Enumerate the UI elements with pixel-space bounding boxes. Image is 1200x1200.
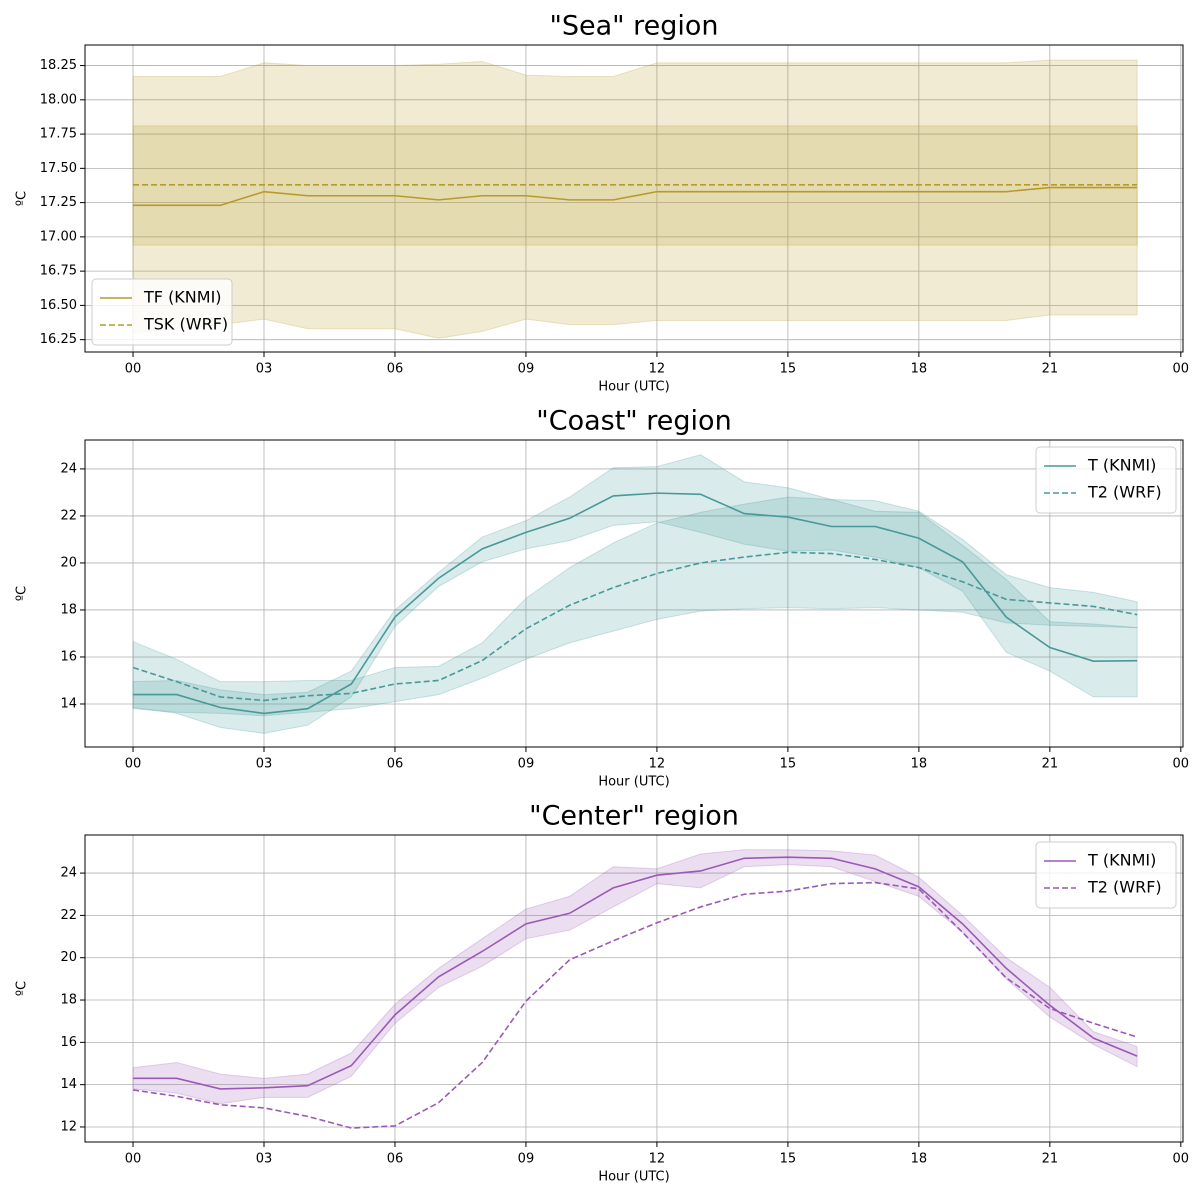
x-tick-label: 18 (911, 757, 928, 772)
y-tick-label: 16.50 (40, 298, 77, 313)
line (133, 856, 1138, 1090)
y-axis-label: ºC (15, 191, 30, 206)
subplot: "Sea" region 00 03 06 09 12 15 18 21 00 16.25 16.50… (15, 11, 1190, 395)
band (132, 454, 1138, 734)
chart-title: "Sea" region (549, 11, 718, 42)
subplot: "Center" region 00 03 06 09 12 15 18 21 00 12 14 16 1… (15, 801, 1190, 1185)
line (132, 881, 1138, 1129)
y-tick-label: 20 (60, 555, 77, 570)
chart-title: "Coast" region (536, 406, 731, 437)
band (132, 59, 1138, 339)
x-tick-label: 03 (256, 1152, 273, 1167)
x-tick-label: 12 (649, 757, 666, 772)
legend-label: TSK (WRF) (143, 315, 228, 334)
y-tick-label: 16.75 (40, 264, 77, 279)
x-tick-label: 00 (125, 757, 142, 772)
y-tick-label: 18 (60, 602, 77, 617)
x-axis-label: Hour (UTC) (598, 380, 669, 395)
legend-label: TF (KNMI) (143, 288, 222, 307)
legend-box (91, 278, 233, 346)
x-tick-label: 09 (518, 757, 535, 772)
y-tick-label: 18.25 (40, 58, 77, 73)
axes-frame (84, 439, 1184, 748)
x-tick-label: 21 (1042, 362, 1059, 377)
y-axis-label: ºC (15, 981, 30, 996)
y-tick-label: 14 (60, 1077, 77, 1092)
x-tick-label: 00 (1173, 757, 1190, 772)
x-tick-label: 15 (780, 362, 797, 377)
y-tick-label: 22 (60, 908, 77, 923)
x-tick-label: 12 (649, 1152, 666, 1167)
plot-area (132, 849, 1138, 1129)
x-tick-label: 09 (518, 1152, 535, 1167)
legend-label: T2 (WRF) (1087, 483, 1162, 502)
x-tick-label: 21 (1042, 757, 1059, 772)
legend: T (KNMI) T2 (WRF) (1035, 841, 1177, 909)
chart-title: "Center" region (529, 801, 739, 832)
x-tick-label: 06 (387, 1152, 404, 1167)
line (133, 186, 1138, 207)
y-tick-label: 17.50 (40, 161, 77, 176)
line (132, 551, 1138, 702)
axes-frame (84, 44, 1184, 353)
y-tick-label: 24 (60, 866, 77, 881)
line (133, 492, 1138, 715)
legend-box (1035, 841, 1177, 909)
x-tick-label: 21 (1042, 1152, 1059, 1167)
x-tick-label: 18 (911, 1152, 928, 1167)
x-tick-label: 00 (1173, 1152, 1190, 1167)
legend-label: T (KNMI) (1087, 851, 1156, 870)
plot-area (132, 59, 1138, 339)
x-tick-label: 18 (911, 362, 928, 377)
legend-label: T2 (WRF) (1087, 878, 1162, 897)
legend-box (1035, 446, 1177, 514)
plot-area (132, 454, 1138, 734)
band (132, 496, 1138, 717)
y-axis-label: ºC (15, 586, 30, 601)
x-tick-label: 15 (780, 757, 797, 772)
y-tick-label: 17.25 (40, 195, 77, 210)
band (132, 125, 1138, 246)
x-tick-label: 06 (387, 757, 404, 772)
y-tick-label: 20 (60, 950, 77, 965)
y-tick-label: 17.00 (40, 229, 77, 244)
band (132, 849, 1138, 1105)
x-axis-label: Hour (UTC) (598, 1170, 669, 1185)
x-axis-label: Hour (UTC) (598, 775, 669, 790)
x-tick-label: 03 (256, 362, 273, 377)
y-tick-label: 16 (60, 649, 77, 664)
legend: TF (KNMI) TSK (WRF) (91, 278, 233, 346)
y-tick-label: 12 (60, 1119, 77, 1134)
x-tick-label: 15 (780, 1152, 797, 1167)
y-tick-label: 18.00 (40, 92, 77, 107)
y-tick-label: 14 (60, 696, 77, 711)
y-tick-label: 22 (60, 508, 77, 523)
axes-frame (84, 834, 1184, 1143)
y-tick-label: 17.75 (40, 127, 77, 142)
x-tick-label: 00 (125, 362, 142, 377)
subplot: "Coast" region 00 03 06 09 12 15 18 21 00 14 16 18 20… (15, 406, 1190, 790)
x-tick-label: 06 (387, 362, 404, 377)
y-tick-label: 16.25 (40, 332, 77, 347)
y-tick-label: 24 (60, 461, 77, 476)
y-tick-label: 16 (60, 1035, 77, 1050)
x-tick-label: 00 (125, 1152, 142, 1167)
legend-label: T (KNMI) (1087, 456, 1156, 475)
x-tick-label: 00 (1173, 362, 1190, 377)
x-tick-label: 09 (518, 362, 535, 377)
legend: T (KNMI) T2 (WRF) (1035, 446, 1177, 514)
y-tick-label: 18 (60, 993, 77, 1008)
x-tick-label: 03 (256, 757, 273, 772)
x-tick-label: 12 (649, 362, 666, 377)
